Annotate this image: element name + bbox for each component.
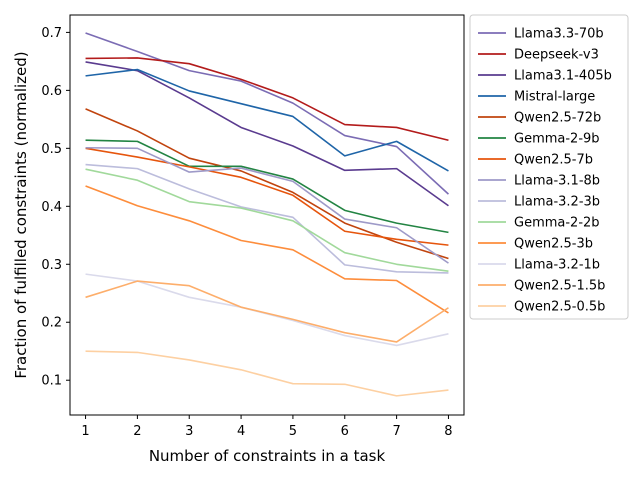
x-tick-label: 7 <box>392 424 400 439</box>
series-line-3 <box>85 68 449 172</box>
series-line-9 <box>85 168 449 273</box>
x-tick-label: 1 <box>81 424 89 439</box>
x-axis-title: Number of constraints in a task <box>149 447 386 465</box>
y-tick-label: 0.4 <box>41 200 62 215</box>
series-line-8 <box>85 163 449 274</box>
legend-label-3: Mistral-large <box>514 90 595 105</box>
x-tick-label: 3 <box>185 424 193 439</box>
series-line-0 <box>85 32 449 195</box>
legend-label-7: Llama-3.1-8b <box>514 174 600 189</box>
series-line-7 <box>85 146 449 264</box>
y-tick-label: 0.2 <box>41 316 62 331</box>
legend-label-8: Llama-3.2-3b <box>514 195 600 210</box>
y-tick-label: 0.6 <box>41 84 62 99</box>
legend-label-1: Deepseek-v3 <box>514 48 599 63</box>
legend-label-11: Llama-3.2-1b <box>514 258 600 273</box>
y-tick-label: 0.5 <box>41 142 62 157</box>
y-tick-label: 0.3 <box>41 258 62 273</box>
legend-box <box>469 14 629 320</box>
x-tick-label: 5 <box>289 424 297 439</box>
legend-label-4: Qwen2.5-72b <box>514 111 601 126</box>
legend-label-2: Llama3.1-405b <box>514 69 612 84</box>
legend-label-13: Qwen2.5-0.5b <box>514 300 605 315</box>
legend-label-5: Gemma-2-9b <box>514 132 600 147</box>
series-lines <box>85 32 449 397</box>
series-line-10 <box>85 185 449 314</box>
plot-area-frame <box>69 14 465 416</box>
y-tick-label: 0.7 <box>41 26 62 41</box>
legend-label-10: Qwen2.5-3b <box>514 237 593 252</box>
series-line-11 <box>85 273 449 347</box>
y-axis-title: Fraction of fulfilled constraints (norma… <box>12 51 30 378</box>
series-line-6 <box>85 147 449 246</box>
series-line-4 <box>85 108 449 260</box>
x-axis-ticks: 1 2 3 4 5 6 7 8 <box>81 415 453 439</box>
legend-label-12: Qwen2.5-1.5b <box>514 279 605 294</box>
series-line-2 <box>85 61 449 207</box>
series-line-13 <box>85 350 449 397</box>
legend-label-6: Qwen2.5-7b <box>514 153 593 168</box>
x-tick-label: 4 <box>237 424 245 439</box>
y-tick-label: 0.1 <box>41 374 62 389</box>
x-tick-label: 2 <box>133 424 141 439</box>
series-line-12 <box>85 280 449 343</box>
y-axis-ticks: 0.1 0.2 0.3 0.4 0.5 0.6 0.7 <box>41 26 70 389</box>
x-tick-label: 8 <box>444 424 452 439</box>
legend-label-9: Gemma-2-2b <box>514 216 600 231</box>
x-tick-label: 6 <box>341 424 349 439</box>
series-line-1 <box>85 57 449 141</box>
legend: Llama3.3-70b Deepseek-v3 Llama3.1-405b Mist… <box>469 14 629 320</box>
series-line-5 <box>85 139 449 234</box>
legend-label-0: Llama3.3-70b <box>514 27 604 42</box>
